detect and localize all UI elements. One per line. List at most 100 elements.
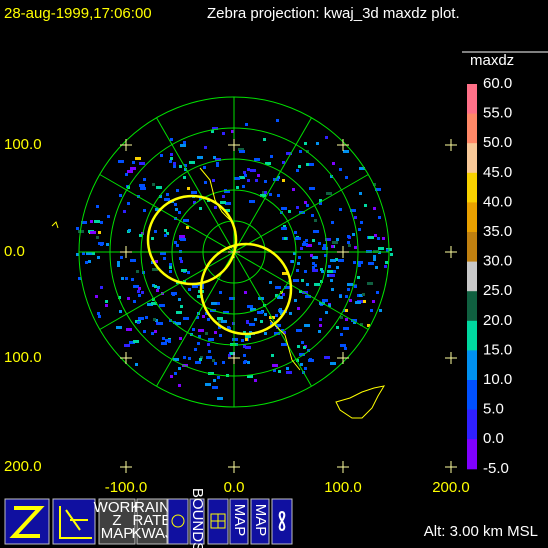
tool-icon: [171, 514, 185, 528]
colorbar-label: 20.0: [483, 312, 512, 329]
echo-cell: [288, 210, 291, 213]
coast: [269, 319, 301, 371]
echo-cell: [247, 305, 253, 308]
echo-cell: [236, 186, 239, 189]
tool-label: MAP: [252, 504, 269, 537]
echo-cell: [325, 311, 328, 314]
echo-cell: [145, 316, 148, 319]
echo-cell: [183, 219, 189, 222]
echo-cell: [107, 215, 110, 218]
echo-cell: [98, 242, 104, 245]
tool-button[interactable]: [98, 498, 136, 545]
tool-label: BOUNDS: [189, 488, 206, 548]
echo-cell: [245, 335, 251, 338]
echo-cell: [304, 201, 307, 204]
tool-button[interactable]: [250, 498, 270, 545]
echo-cell: [176, 189, 179, 192]
echo-cell: [119, 194, 122, 197]
tool-label: RATE: [133, 512, 172, 529]
tool-button[interactable]: [189, 498, 205, 545]
echo-cell: [204, 146, 207, 149]
echo-cell: [164, 229, 167, 232]
tool-button[interactable]: [167, 498, 189, 545]
echo-cell: [295, 237, 301, 240]
echo-cell: [264, 332, 267, 335]
echo-cell: [176, 311, 182, 314]
cross-mark: [445, 352, 457, 364]
echo-cell: [208, 338, 214, 341]
tool-button[interactable]: [136, 498, 168, 545]
echo-cell: [170, 138, 173, 141]
echo-cell: [250, 169, 256, 172]
echo-cell: [347, 241, 350, 244]
title: Zebra projection: kwaj_3d maxdz plot.: [207, 5, 460, 22]
echo-cell: [131, 278, 134, 281]
echo-cell: [364, 204, 367, 207]
echo-cell: [324, 356, 330, 359]
echo-cell: [228, 354, 231, 357]
echo-cell: [257, 174, 260, 177]
echo-cell: [140, 187, 146, 190]
echo-cell: [186, 226, 189, 229]
echo-cell: [355, 301, 361, 304]
echo-cell: [312, 239, 315, 242]
echo-cell: [304, 142, 307, 145]
tool-label: MAP: [231, 504, 248, 537]
cross-mark: [337, 139, 349, 151]
echo-cell: [206, 356, 212, 359]
echo-cell: [230, 352, 233, 355]
echo-cell: [282, 179, 285, 182]
echo-cell: [330, 259, 336, 262]
echo-cell: [129, 341, 135, 344]
echo-cell: [378, 216, 381, 219]
color-swatch: [467, 350, 477, 381]
echo-cell: [222, 132, 225, 135]
echo-cell: [353, 261, 356, 264]
echo-cell: [219, 334, 222, 337]
echo-cell: [152, 284, 155, 287]
echo-cell: [224, 209, 230, 212]
echo-cell: [166, 232, 169, 235]
echo-cell: [117, 261, 120, 264]
echo-cell: [164, 234, 167, 237]
y-label: 200.0: [4, 458, 42, 475]
echo-cell: [183, 141, 186, 144]
echo-cell: [304, 270, 307, 273]
echo-cell: [162, 337, 165, 340]
echo-cell: [373, 183, 376, 186]
echo-cell: [141, 291, 144, 294]
echo-cell: [347, 235, 350, 238]
echo-cell: [347, 283, 353, 286]
cross-mark: [445, 246, 457, 258]
colorbar-label: 10.0: [483, 371, 512, 388]
echo-cell: [298, 256, 301, 259]
echo-cell: [332, 241, 338, 244]
echo-cell: [214, 206, 217, 209]
echo-cell: [321, 270, 324, 273]
echo-cell: [183, 317, 189, 320]
echo-cell: [318, 242, 321, 245]
echo-cell: [173, 358, 179, 361]
echo-cell: [314, 264, 317, 267]
echo-cell: [195, 361, 201, 364]
echo-cell: [270, 322, 273, 325]
echo-cell: [308, 359, 314, 362]
echo-cell: [188, 288, 191, 291]
echo-cell: [184, 168, 187, 171]
echo-cell: [183, 280, 186, 283]
echo-cell: [336, 326, 339, 329]
echo-cell: [97, 256, 100, 259]
echo-cell: [199, 358, 202, 361]
echo-cell: [247, 361, 250, 364]
echo-cell: [323, 244, 326, 247]
cross-mark: [228, 139, 240, 151]
echo-cell: [203, 166, 206, 169]
echo-cell: [179, 257, 182, 260]
tool-button[interactable]: [229, 498, 249, 545]
echo-cell: [169, 266, 172, 269]
echo-cell: [264, 180, 267, 183]
echo-cell: [350, 209, 356, 212]
echo-cell: [246, 321, 249, 324]
